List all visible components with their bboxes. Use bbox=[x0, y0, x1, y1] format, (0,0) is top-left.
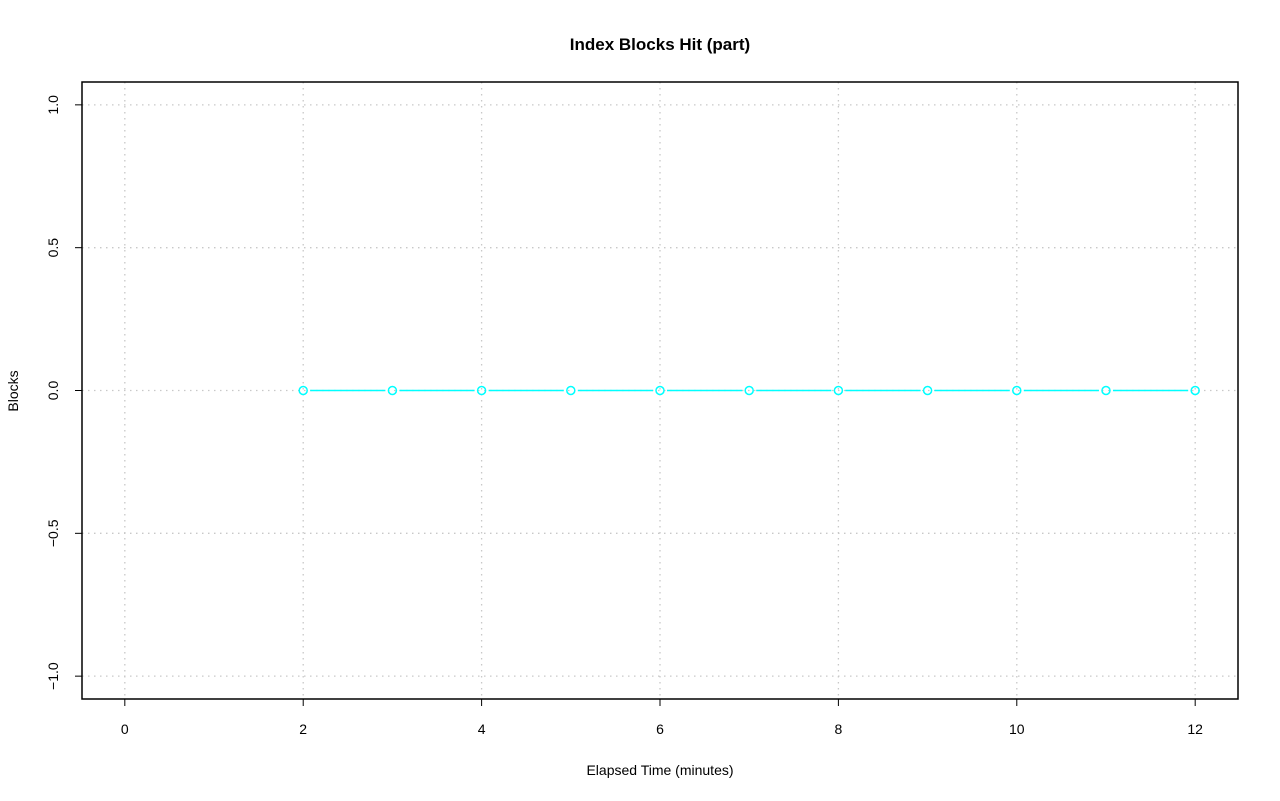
data-point bbox=[1012, 385, 1022, 396]
y-tick-label: 0.5 bbox=[45, 238, 61, 258]
chart-title: Index Blocks Hit (part) bbox=[570, 35, 750, 54]
data-point bbox=[476, 385, 487, 396]
y-tick-label: −0.5 bbox=[45, 519, 61, 547]
series bbox=[298, 385, 1200, 396]
x-tick-label: 4 bbox=[478, 721, 486, 737]
grid bbox=[82, 82, 1238, 699]
x-tick-label: 12 bbox=[1187, 721, 1203, 737]
data-point bbox=[655, 385, 665, 396]
data-point bbox=[566, 385, 576, 396]
data-point bbox=[922, 385, 933, 396]
axes: 0 2 4 6 8 10 12 −1.0 −0.5 0.0 0.5 1.0 bbox=[45, 95, 1203, 737]
y-tick-label: −1.0 bbox=[45, 662, 61, 690]
data-point bbox=[833, 385, 844, 396]
data-point bbox=[744, 385, 754, 396]
data-point bbox=[387, 385, 398, 396]
data-point bbox=[298, 385, 308, 396]
plot-frame bbox=[81, 81, 1239, 700]
x-tick-label: 2 bbox=[299, 721, 307, 737]
x-tick-label: 8 bbox=[834, 721, 842, 737]
x-tick-label: 10 bbox=[1009, 721, 1025, 737]
y-axis-label: Blocks bbox=[5, 370, 21, 411]
x-axis-label: Elapsed Time (minutes) bbox=[586, 762, 733, 778]
data-point bbox=[1190, 385, 1200, 396]
x-tick-label: 6 bbox=[656, 721, 664, 737]
y-tick-label: 1.0 bbox=[45, 95, 61, 115]
y-tick-label: 0.0 bbox=[45, 381, 61, 401]
x-tick-label: 0 bbox=[121, 721, 129, 737]
data-point bbox=[1101, 385, 1111, 396]
